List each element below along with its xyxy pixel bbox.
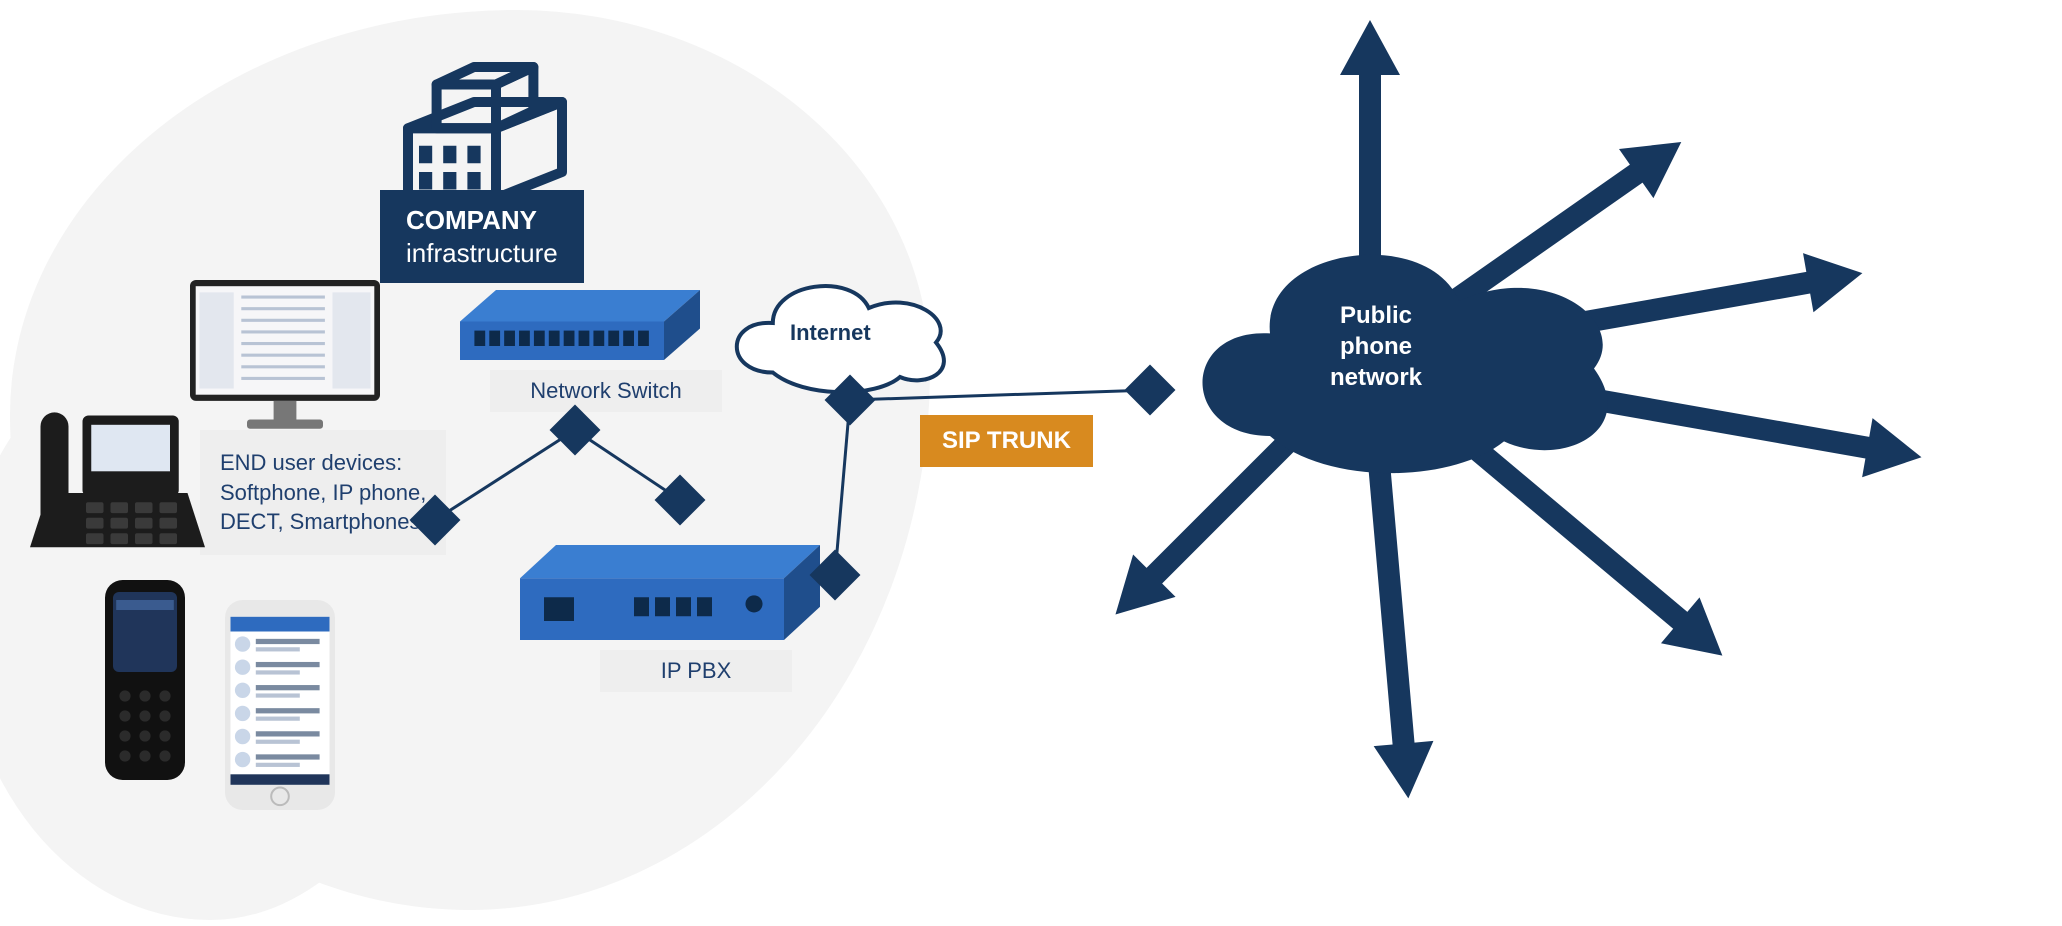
company-label-line1: COMPANY	[406, 204, 558, 237]
public-line3: network	[1330, 362, 1422, 393]
building-icon	[375, 32, 595, 207]
end-devices-line3: DECT, Smartphones	[220, 507, 426, 537]
ip-pbx-text: IP PBX	[661, 658, 732, 683]
network-switch-text: Network Switch	[530, 378, 682, 403]
end-user-devices-label: END user devices: Softphone, IP phone, D…	[200, 430, 446, 555]
internet-text: Internet	[790, 320, 871, 345]
smartphone-icon	[225, 600, 335, 810]
pbx-device-icon	[520, 545, 820, 640]
end-devices-line1: END user devices:	[220, 448, 426, 478]
dect-phone-icon	[105, 580, 185, 780]
network-switch-label: Network Switch	[490, 370, 722, 412]
sip-trunk-label: SIP TRUNK	[920, 415, 1093, 467]
switch-device-icon	[460, 290, 700, 360]
monitor-icon	[190, 280, 380, 435]
company-infra-label: COMPANY infrastructure	[380, 190, 584, 283]
public-line1: Public	[1330, 300, 1422, 331]
internet-label: Internet	[790, 320, 871, 346]
company-label-line2: infrastructure	[406, 237, 558, 270]
ip-pbx-label: IP PBX	[600, 650, 792, 692]
end-devices-line2: Softphone, IP phone,	[220, 478, 426, 508]
sip-trunk-text: SIP TRUNK	[942, 427, 1071, 454]
diagram-stage: COMPANY infrastructure END user devices:…	[0, 0, 2062, 926]
public-phone-network-label: Public phone network	[1330, 300, 1422, 394]
public-line2: phone	[1330, 331, 1422, 362]
deskphone-icon	[30, 400, 205, 555]
